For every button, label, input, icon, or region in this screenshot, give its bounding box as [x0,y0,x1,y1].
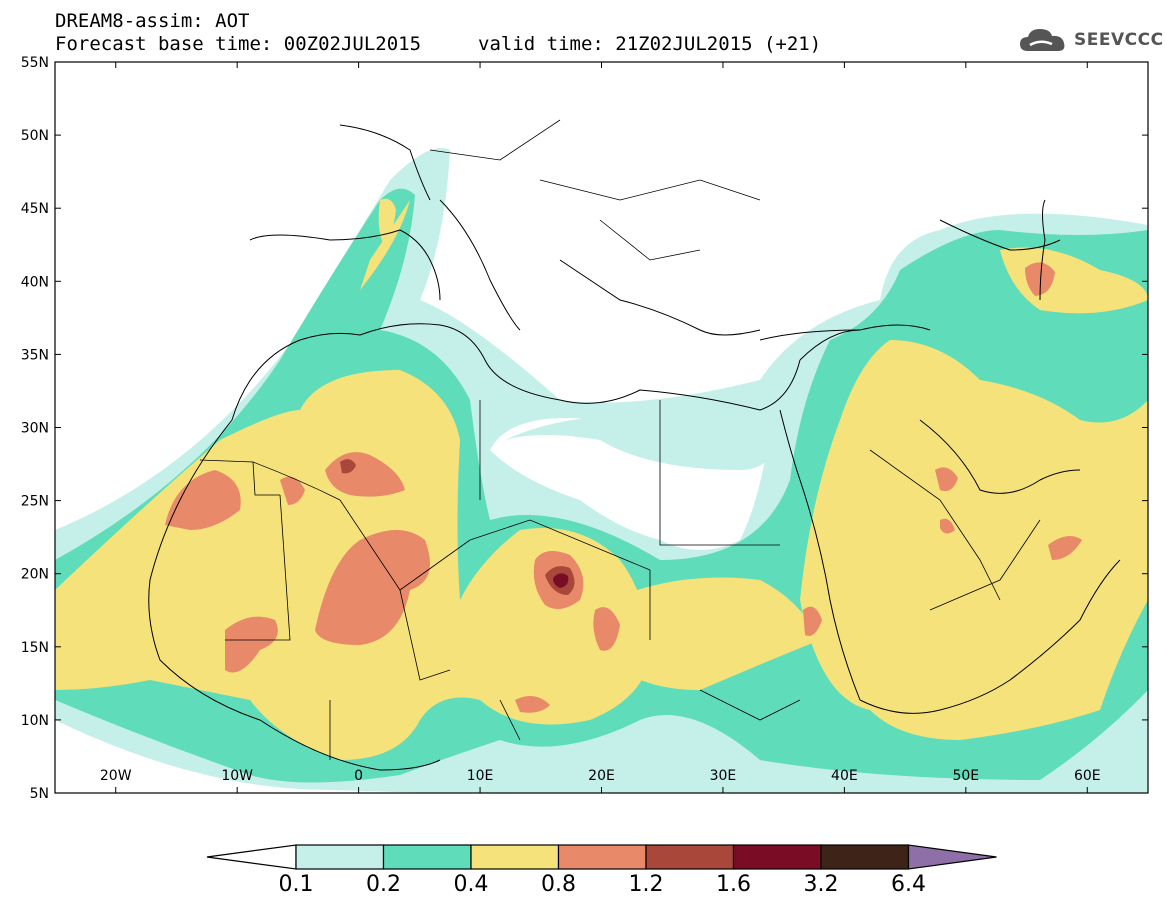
colorbar-segment [295,844,385,870]
forecast-base-time: Forecast base time: 00Z02JUL2015 [55,33,422,55]
lon-tick-label: 30E [710,768,737,784]
colorbar-label: 3.2 [804,872,839,897]
lon-tick-label: 50E [952,768,979,784]
aot-field [55,119,1148,793]
lon-tick-label: 10W [221,768,253,784]
colorbar-high-arrow [907,844,997,870]
coastlines [148,124,1121,771]
axis-ticks: 5N 10N 15N 20N 25N 30N 35N 40N 45N 50N 55N 20W 10W 0 1… [21,55,1148,802]
colorbar-label: 6.4 [891,872,926,897]
lat-tick-label: 10N [21,713,49,729]
lon-tick-label: 20E [588,768,615,784]
cloud-icon [1020,29,1065,51]
colorbar: 0.1 0.2 0.4 0.8 1.2 1.6 3.2 6.4 [206,844,997,897]
seevccc-logo: SEEVCCC [1018,24,1164,56]
lat-tick-label: 30N [21,421,49,437]
lon-tick-label: 10E [467,768,494,784]
lat-tick-label: 45N [21,201,49,217]
colorbar-label: 0.8 [541,872,576,897]
country-borders [199,119,1041,760]
lat-tick-label: 5N [30,786,49,802]
lat-tick-label: 25N [21,494,49,510]
lon-tick-label: 60E [1074,768,1101,784]
lat-tick-label: 55N [21,55,49,71]
valid-time: valid time: 21Z02JUL2015 (+21) [478,33,822,55]
lat-tick-label: 20N [21,567,49,583]
colorbar-label: 0.1 [279,872,314,897]
aot-band-1.6-3.2 [553,573,569,588]
lat-tick-label: 15N [21,640,49,656]
colorbar-label: 1.2 [629,872,664,897]
colorbar-segment [382,844,472,870]
colorbar-label: 0.2 [366,872,401,897]
colorbar-segment [820,844,910,870]
colorbar-label: 1.6 [716,872,751,897]
lat-tick-label: 40N [21,274,49,290]
logo-text: SEEVCCC [1074,30,1164,50]
lat-tick-label: 50N [21,128,49,144]
aot-band-0.8-1.2 [165,262,1082,713]
colorbar-segment [557,844,647,870]
colorbar-segment [470,844,560,870]
colorbar-label: 0.4 [454,872,489,897]
colorbar-segment [645,844,735,870]
lat-tick-label: 35N [21,347,49,363]
lon-tick-label: 0 [354,768,363,784]
lon-tick-label: 20W [100,768,132,784]
map-title: DREAM8-assim: AOT [55,10,250,32]
lon-tick-label: 40E [831,768,858,784]
colorbar-segment [732,844,822,870]
colorbar-low-arrow [206,844,297,870]
